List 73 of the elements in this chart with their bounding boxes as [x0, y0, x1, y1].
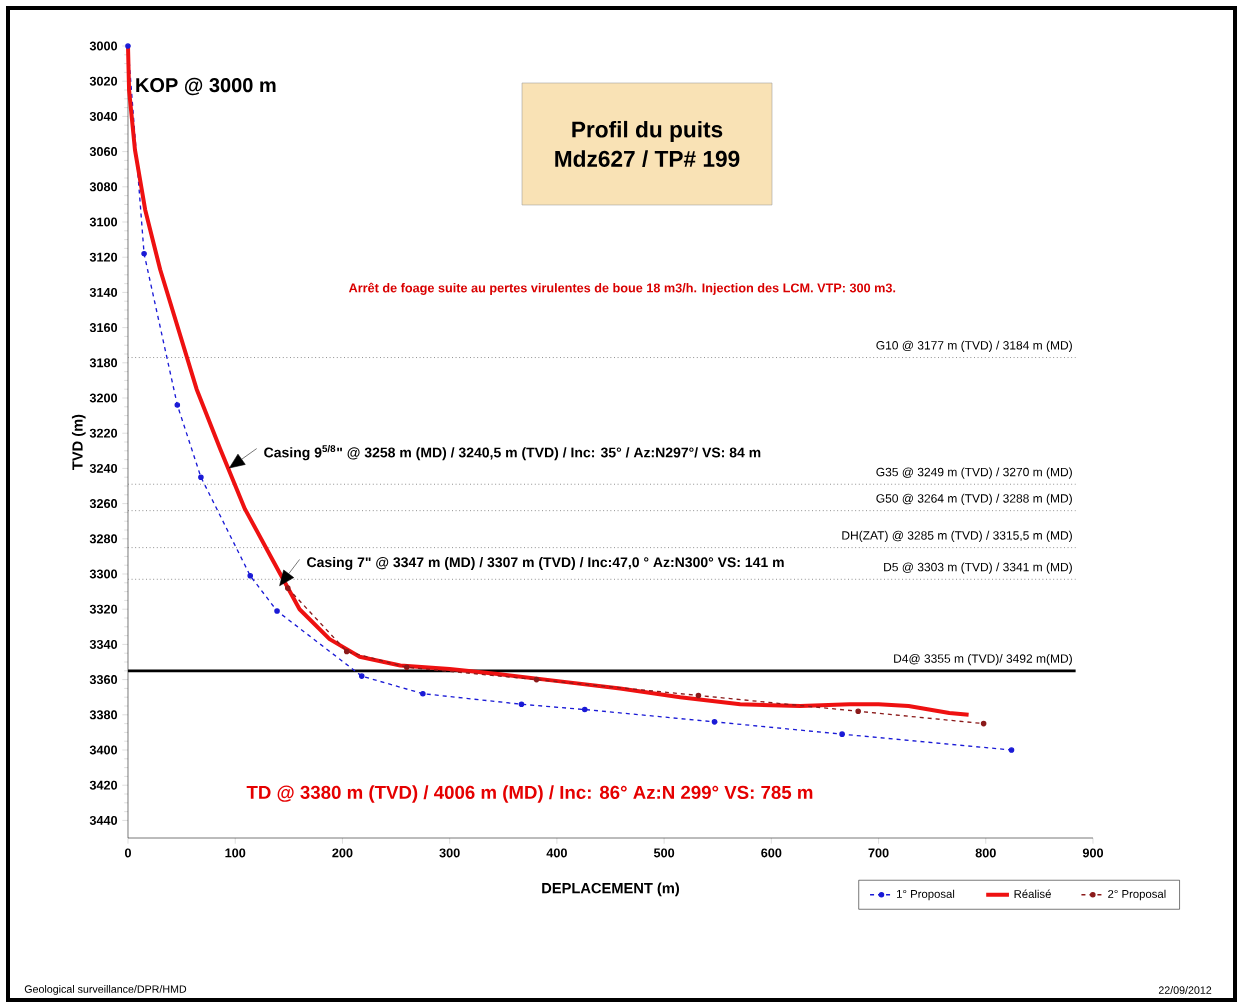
text: Geological surveillance/DPR/HMD [24, 985, 187, 995]
ref-line-label: G35 @ 3249 m (TVD) / 3270 m (MD) [876, 467, 1072, 479]
x-tick-label: 300 [439, 848, 460, 858]
y-tick-label: 3360 [89, 675, 118, 685]
legend-label: 2° Proposal [1108, 889, 1166, 901]
ref-line-label: D5 @ 3303 m (TVD) / 3341 m (MD) [884, 562, 1072, 574]
annotation: Arrêt de foage suite au pertes virulentes de boue 18 m3/h. Injection des LCM. VTP: 300 m3. [348, 282, 896, 295]
y-tick-label: 3440 [89, 815, 118, 825]
point [518, 701, 525, 708]
text: 22/09/2012 [1158, 986, 1212, 994]
y-tick-label: 3180 [89, 358, 118, 368]
x-tick-label: 900 [1082, 848, 1104, 858]
point [581, 706, 588, 713]
y-tick-label: 3080 [89, 182, 118, 192]
y-tick-label: 3340 [89, 639, 118, 649]
point [247, 572, 254, 579]
point [980, 720, 987, 727]
y-tick-label: 3240 [89, 463, 118, 473]
chart-title: Profil du puits [572, 120, 723, 143]
y-tick-label: 3320 [89, 604, 118, 614]
point [1008, 747, 1015, 753]
point [284, 585, 291, 591]
point [403, 664, 410, 671]
y-tick-label: 3420 [89, 780, 118, 790]
y-tick-label: 3020 [89, 76, 118, 86]
ref-line-label: G50 @ 3264 m (TVD) / 3288 m (MD) [876, 493, 1072, 506]
x-tick-label: 800 [975, 848, 996, 858]
y-tick-label: 3220 [89, 428, 118, 438]
x-axis-title: DEPLACEMENT (m) [542, 882, 680, 897]
y-tick-label: 3280 [89, 534, 118, 544]
y-tick-label: 3400 [89, 745, 118, 755]
annotation: TD @ 3380 m (TVD) / 4006 m (MD) / Inc: 86° Az:N 299° VS: 785 m [246, 785, 813, 803]
point [533, 676, 540, 683]
point [174, 402, 181, 408]
point [343, 648, 350, 655]
annotation: Casing 9$^{5/8}$" @ 3258 m (MD) / 3240,5 m (TVD) / Inc: 35° / Az:N297°/ VS: 84 m [264, 444, 761, 461]
y-tick-label: 3100 [89, 217, 118, 227]
point [274, 608, 280, 614]
y-tick-label: 3200 [89, 393, 118, 403]
y-tick-label: 3000 [89, 41, 118, 51]
y-tick-label: 3380 [89, 710, 118, 720]
point [695, 692, 702, 699]
x-tick-label: 0 [124, 848, 131, 858]
x-tick-label: 600 [761, 848, 782, 858]
x-tick-label: 200 [332, 848, 353, 858]
x-tick-label: 700 [868, 848, 889, 858]
y-tick-label: 3040 [89, 111, 118, 121]
y-tick-label: 3260 [89, 499, 118, 509]
x-tick-label: 400 [546, 848, 567, 858]
y-tick-label: 3300 [89, 569, 118, 579]
y-tick-label: 3120 [89, 252, 118, 262]
annotation: Casing 7" @ 3347 m (MD) / 3307 m (TVD) / Inc:47,0 ° Az:N300° VS: 141 m [307, 556, 784, 571]
y-tick-label: 3140 [89, 287, 118, 297]
point [839, 731, 845, 737]
point [711, 719, 718, 725]
legend-label: Réalisé [1014, 889, 1051, 899]
y-tick-label: 3160 [89, 323, 118, 333]
point [125, 43, 131, 49]
point [855, 708, 861, 715]
point [358, 673, 365, 679]
y-tick-label: 3060 [89, 147, 118, 157]
ref-line-label: DH(ZAT) @ 3285 m (TVD) / 3315,5 m (MD) [842, 530, 1072, 543]
point [198, 474, 204, 481]
ref-line-label: D4@ 3355 m (TVD)/ 3492 m(MD) [894, 654, 1072, 666]
annotation: KOP @ 3000 m [136, 77, 276, 96]
x-tick-label: 500 [653, 848, 675, 858]
text: Mdz627 / TP# 199 [555, 150, 740, 168]
point [141, 250, 147, 257]
point [420, 690, 426, 697]
y-axis-title: TVD (m) [71, 414, 86, 470]
x-tick-label: 100 [225, 848, 246, 858]
legend-label: 1° Proposal [897, 889, 955, 901]
ref-line-label: G10 @ 3177 m (TVD) / 3184 m (MD) [876, 340, 1072, 352]
